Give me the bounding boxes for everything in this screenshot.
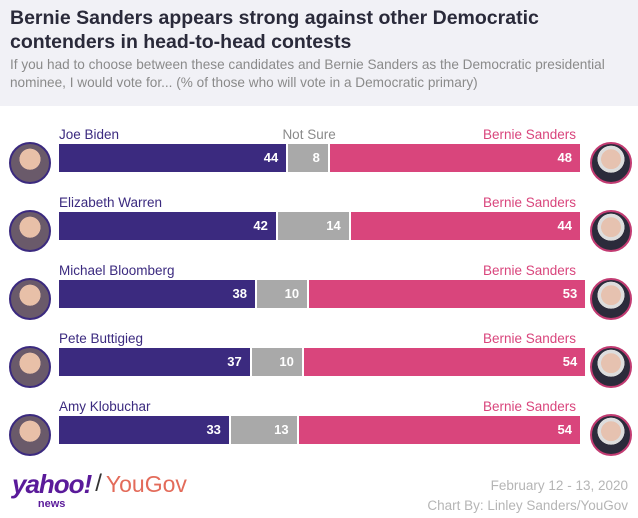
- bar-segment: 10: [256, 280, 308, 308]
- candidate-avatar: [9, 142, 51, 184]
- news-logo: news: [37, 498, 66, 510]
- bar-segment: 54: [298, 416, 580, 444]
- bar-segment: 14: [277, 212, 349, 240]
- yahoo-news-logo: yahoo! news: [12, 469, 92, 510]
- bar-segment: 10: [251, 348, 302, 376]
- series-label: Bernie Sanders: [482, 331, 576, 346]
- bar-segment: 13: [230, 416, 297, 444]
- bar-segment: 53: [309, 280, 586, 308]
- series-label: Bernie Sanders: [482, 263, 576, 278]
- sanders-avatar: [590, 142, 632, 184]
- chart-row: Pete Buttigieg Bernie Sanders 37 10 54: [0, 331, 638, 404]
- sanders-avatar: [590, 414, 632, 456]
- bar-segment: 8: [288, 144, 328, 172]
- bar-segment: 33: [59, 416, 229, 444]
- candidate-avatar: [9, 278, 51, 320]
- chart-row: Joe Biden Bernie Sanders 44 Not Sure 8 48: [0, 127, 638, 200]
- bar-segment: 37: [59, 348, 250, 376]
- candidate-avatar: [9, 210, 51, 252]
- category-label: Joe Biden: [59, 127, 120, 142]
- date: February 12 - 13, 2020: [490, 478, 628, 493]
- chart-row: Elizabeth Warren Bernie Sanders 42 14 44: [0, 195, 638, 268]
- chart-subtitle: If you had to choose between these candi…: [10, 57, 605, 90]
- credit: Chart By: Linley Sanders/YouGov: [427, 498, 628, 513]
- candidate-avatar: [9, 414, 51, 456]
- yahoo-logo: yahoo!: [12, 469, 92, 499]
- series-label: Bernie Sanders: [482, 195, 576, 210]
- sanders-avatar: [590, 346, 632, 388]
- yougov-logo: YouGov: [105, 471, 187, 497]
- logo-divider: /: [95, 470, 102, 497]
- sanders-avatar: [590, 278, 632, 320]
- bar-segment: 38: [59, 280, 255, 308]
- category-label: Pete Buttigieg: [59, 331, 144, 346]
- bar-segment: 44: [350, 212, 580, 240]
- category-label: Elizabeth Warren: [59, 195, 163, 210]
- header: Bernie Sanders appears strong against ot…: [0, 0, 638, 106]
- bar-segment: 42: [59, 212, 276, 240]
- chart-title: Bernie Sanders appears strong against ot…: [10, 7, 539, 53]
- series-label: Not Sure: [282, 127, 336, 142]
- series-label: Bernie Sanders: [482, 399, 576, 414]
- sanders-avatar: [590, 210, 632, 252]
- bar-segment: 44: [59, 144, 287, 172]
- category-label: Michael Bloomberg: [59, 263, 175, 278]
- chart-row: Amy Klobuchar Bernie Sanders 33 13 54: [0, 399, 638, 472]
- bar-segment: 48: [329, 144, 580, 172]
- series-label: Bernie Sanders: [482, 127, 576, 142]
- logos: yahoo! news / YouGov: [12, 470, 187, 510]
- bar-segment: 54: [303, 348, 586, 376]
- category-label: Amy Klobuchar: [59, 399, 151, 414]
- footer-info: February 12 - 13, 2020 Chart By: Linley …: [427, 476, 628, 516]
- candidate-avatar: [9, 346, 51, 388]
- chart-row: Michael Bloomberg Bernie Sanders 38 10 53: [0, 263, 638, 336]
